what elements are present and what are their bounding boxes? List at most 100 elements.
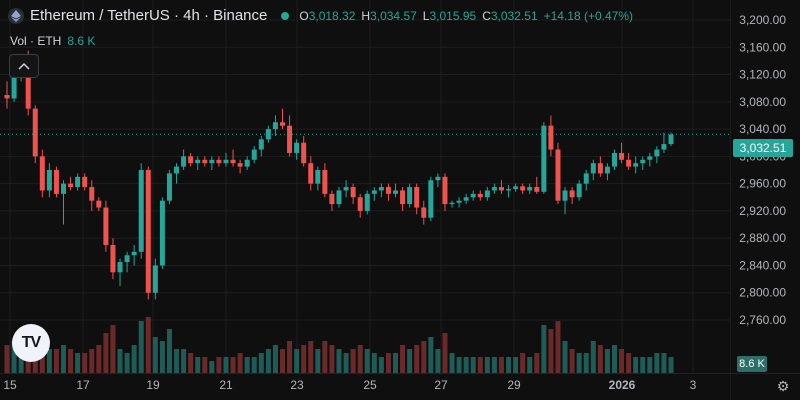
volume-bar (548, 329, 554, 373)
volume-bar (209, 361, 215, 373)
price-tick-label: 3,080.00 (739, 95, 786, 109)
collapse-legend-button[interactable] (9, 54, 39, 78)
candle-body (661, 144, 667, 150)
volume-bar (145, 317, 151, 373)
candle-body (336, 190, 342, 205)
logo-text: TV (21, 334, 41, 351)
volume-bar (385, 353, 391, 373)
volume-bar (604, 349, 610, 373)
candle-body (251, 149, 257, 160)
price-axis[interactable]: 3,200.00 3,160.00 3,120.00 3,080.00 3,040.00… (739, 13, 786, 327)
volume-bar (195, 357, 201, 373)
candle-body (597, 163, 603, 174)
volume-bar (640, 357, 646, 373)
volume-bar (506, 357, 512, 373)
candle-body (32, 108, 38, 157)
volume-bar (61, 345, 67, 373)
candle-body (548, 125, 554, 150)
time-tick-label: 17 (76, 378, 90, 392)
tradingview-logo-icon[interactable]: TV (12, 324, 50, 362)
volume-bar (357, 345, 363, 373)
chevron-up-icon (18, 62, 30, 70)
candle-body (583, 173, 589, 184)
time-tick-label: 29 (507, 378, 521, 392)
price-tick-label: 2,960.00 (739, 177, 786, 191)
volume-bar (103, 333, 109, 373)
candle-body (159, 200, 165, 266)
time-axis[interactable]: 15 17 19 21 23 25 27 29 2026 3 (3, 378, 696, 392)
volume-bar (527, 357, 533, 373)
volume-bar (308, 341, 314, 373)
volume-bar (463, 357, 469, 373)
volume-bar (11, 341, 17, 373)
volume-bar (364, 349, 370, 373)
candle-body (152, 265, 158, 293)
candle-body (75, 176, 81, 188)
volume-bar (216, 357, 222, 373)
volume-bar (435, 349, 441, 373)
gear-icon[interactable]: ⚙ (776, 377, 790, 394)
volume-bar (301, 345, 307, 373)
candle-body (385, 187, 391, 194)
volume-bar (498, 357, 504, 373)
volume-bar (166, 329, 172, 373)
price-tick-label: 3,040.00 (739, 122, 786, 136)
candle-body (590, 163, 596, 174)
candle-body (308, 163, 314, 184)
volume-bar (223, 357, 229, 373)
candle-body (576, 183, 582, 198)
volume-bar (407, 349, 413, 373)
high-label: H (361, 8, 371, 23)
candle-body (371, 190, 377, 194)
volume-bar (294, 349, 300, 373)
volume-bar (138, 321, 144, 373)
candle-body (237, 163, 243, 167)
volume-bar (626, 353, 632, 373)
candle-body (188, 156, 194, 164)
candle-body (555, 149, 561, 201)
volume-bar (131, 345, 137, 373)
volume-bar (181, 349, 187, 373)
price-tick-label: 2,760.00 (739, 313, 786, 327)
volume-bar (350, 349, 356, 373)
time-tick-label: 3 (690, 378, 697, 392)
candle-body (428, 180, 434, 218)
candle-body (329, 193, 335, 205)
candle-body (322, 170, 328, 194)
volume-bar (597, 345, 603, 373)
volume-bar (378, 357, 384, 373)
open-value: 3,018.32 (308, 8, 356, 23)
candle-body (181, 156, 187, 167)
candle-body (463, 197, 469, 201)
volume-bar (265, 349, 271, 373)
candle-body (357, 197, 363, 211)
candle-body (640, 159, 646, 164)
candle-body (39, 156, 45, 191)
candle-body (138, 170, 144, 252)
volume-bar (258, 353, 264, 373)
volume-bar (583, 353, 589, 373)
time-tick-label: 23 (290, 378, 304, 392)
candle-body (195, 159, 201, 164)
time-tick-label: 21 (219, 378, 233, 392)
close-label: C (482, 8, 491, 23)
candle-body (343, 187, 349, 191)
symbol-title[interactable]: Ethereum / TetherUS · 4h · Binance (30, 7, 268, 24)
time-tick-label: 15 (3, 378, 17, 392)
price-tick-label: 2,920.00 (739, 204, 786, 218)
volume-bar (202, 357, 208, 373)
volume-bar (188, 353, 194, 373)
close-value: 3,032.51 (490, 8, 538, 23)
volume-bar (89, 349, 95, 373)
candle-body (53, 170, 59, 194)
candle-body (470, 193, 476, 198)
candle-body (11, 71, 17, 99)
volume-bar (96, 345, 102, 373)
volume-bar (110, 325, 116, 373)
candle-body (484, 190, 490, 198)
volume-bar (174, 349, 180, 373)
candle-body (82, 176, 88, 188)
volume-bar (456, 357, 462, 373)
time-tick-label: 2026 (609, 378, 636, 392)
